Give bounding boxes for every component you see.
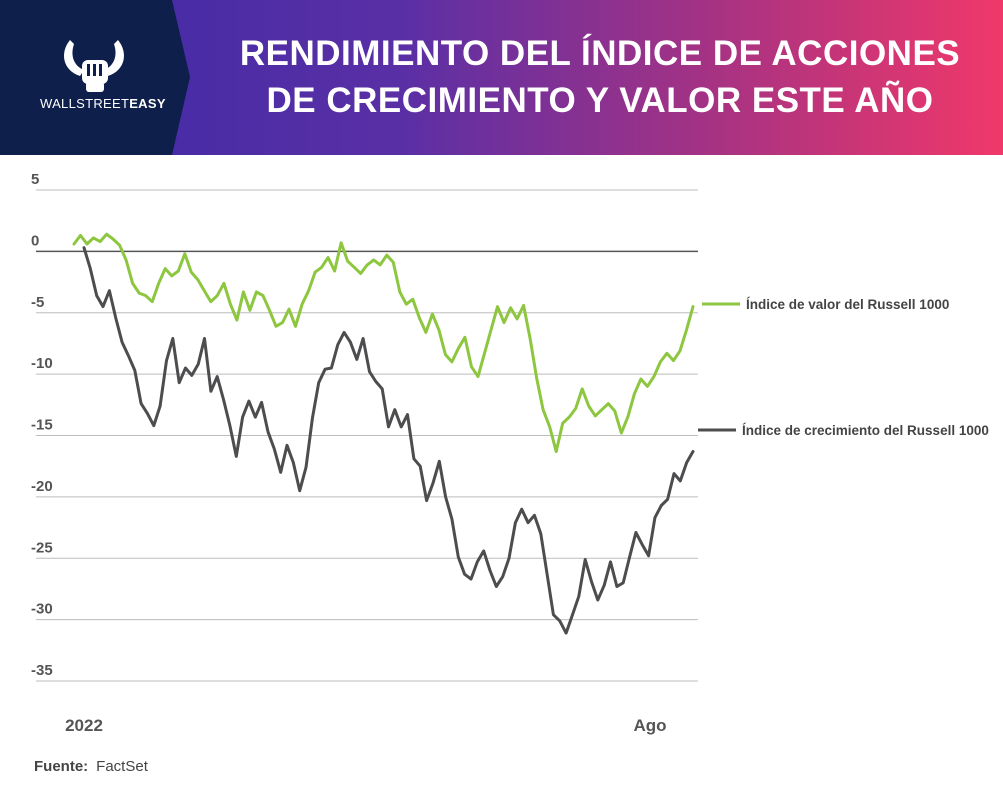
source-note: Fuente: FactSet (34, 758, 148, 775)
series-layer (72, 232, 695, 635)
page-title: RENDIMIENTO DEL ÍNDICE DE ACCIONES DE CR… (205, 30, 995, 124)
header-banner: WALLSTREETEASY RENDIMIENTO DEL ÍNDICE DE… (0, 0, 1003, 155)
line-chart: 5 0 -5 -10 -15 -20 -25 -30 -35 2022 Ago Índice de… (31, 171, 989, 735)
y-tick-label: -25 (31, 539, 53, 556)
y-tick-label: -15 (31, 417, 53, 434)
y-tick-label: -10 (31, 355, 53, 372)
logo-panel: WALLSTREETEASY (0, 0, 190, 155)
title-line-2: DE CRECIMIENTO Y VALOR ESTE AÑO (266, 81, 934, 120)
source-label: Fuente: (34, 758, 89, 775)
logo-panel-shape (0, 0, 190, 155)
y-tick-label: -30 (31, 601, 53, 618)
legend-layer: Índice de valor del Russell 1000 Índice d… (698, 297, 989, 438)
logo-word-easy: EASY (129, 96, 166, 111)
title-line-1: RENDIMIENTO DEL ÍNDICE DE ACCIONES (239, 34, 961, 73)
x-tick-label: 2022 (65, 716, 103, 735)
legend-label: Índice de crecimiento del Russell 1000 (742, 423, 989, 438)
y-tick-labels: 5 0 -5 -10 -15 -20 -25 -30 -35 (31, 171, 53, 679)
series-line-value (72, 232, 695, 453)
y-tick-label: -35 (31, 662, 53, 679)
source-value: FactSet (96, 758, 148, 775)
x-tick-labels: 2022 Ago (65, 716, 666, 735)
grid-layer (36, 189, 698, 682)
y-tick-label: -5 (31, 294, 44, 311)
logo-wordmark: WALLSTREETEASY (40, 96, 166, 111)
x-tick-label: Ago (633, 716, 666, 735)
series-line-growth (82, 246, 695, 635)
y-tick-label: 0 (31, 232, 39, 249)
y-tick-label: 5 (31, 171, 39, 188)
logo-word-wallstreet: WALLSTREET (40, 96, 130, 111)
legend-label: Índice de valor del Russell 1000 (746, 297, 949, 312)
y-tick-label: -20 (31, 478, 53, 495)
